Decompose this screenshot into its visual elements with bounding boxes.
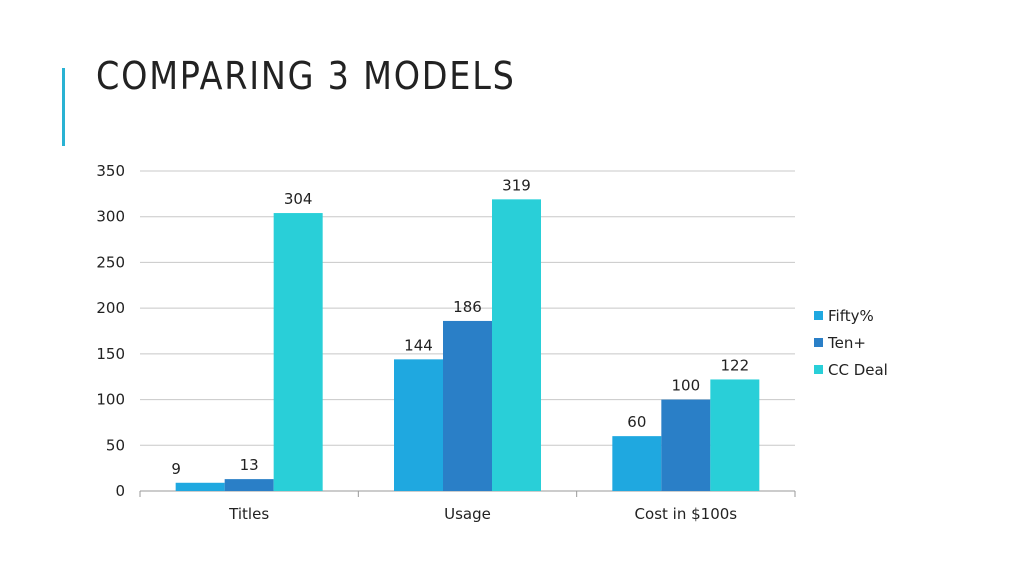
y-tick-label: 200 xyxy=(96,299,125,317)
data-label: 304 xyxy=(284,190,313,208)
bar-ten- xyxy=(443,320,492,491)
y-tick-label: 300 xyxy=(96,208,125,226)
legend-swatch xyxy=(814,365,823,374)
y-tick-label: 250 xyxy=(96,253,125,271)
bar-fifty- xyxy=(175,482,225,491)
data-label: 122 xyxy=(721,356,750,374)
legend-label: CC Deal xyxy=(828,361,888,379)
y-tick-label: 0 xyxy=(115,482,125,500)
category-label: Usage xyxy=(444,505,491,523)
bar-fifty- xyxy=(394,359,443,491)
data-label: 186 xyxy=(453,298,482,316)
y-tick-label: 350 xyxy=(96,162,125,180)
data-label: 319 xyxy=(502,176,531,194)
title-accent-bar xyxy=(62,68,65,146)
legend-label: Ten+ xyxy=(827,334,866,352)
category-label: Cost in $100s xyxy=(635,505,738,523)
bar-fifty- xyxy=(612,436,662,491)
legend-swatch xyxy=(814,338,823,347)
bar-cc-deal xyxy=(273,213,323,492)
bar-cc-deal xyxy=(492,199,541,492)
bar-ten- xyxy=(224,479,274,491)
data-label: 144 xyxy=(404,336,433,354)
data-label: 13 xyxy=(240,456,259,474)
bar-ten- xyxy=(661,399,711,491)
data-label: 60 xyxy=(627,413,646,431)
slide-title: COMPARING 3 MODELS xyxy=(96,54,516,98)
data-label: 100 xyxy=(672,377,701,395)
y-tick-label: 50 xyxy=(106,436,125,454)
y-tick-label: 100 xyxy=(96,391,125,409)
bar-cc-deal xyxy=(710,379,760,491)
legend-swatch xyxy=(814,311,823,320)
y-tick-label: 150 xyxy=(96,345,125,363)
legend-label: Fifty% xyxy=(828,307,874,325)
data-label: 9 xyxy=(171,460,181,478)
category-label: Titles xyxy=(228,505,269,523)
